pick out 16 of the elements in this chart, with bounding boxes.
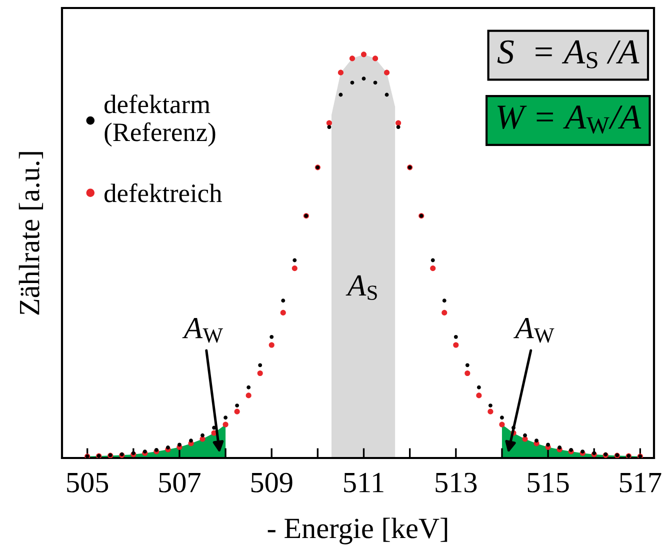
annotation: S = A$_{S}$ /A (497, 40, 640, 68)
annotation: A$_{W}$ (513, 318, 554, 343)
legend-label: defektarm (Referenz) (104, 94, 216, 147)
legend-label: defektreich (104, 183, 222, 202)
annotation: A$_{W}$ (182, 318, 223, 343)
annotation: A$_{S}$ (346, 275, 377, 300)
x-tick-label: 513 (436, 472, 477, 492)
x-tick-label: 515 (528, 472, 569, 492)
x-axis-title: - Energie [keV] (268, 518, 448, 544)
y-axis-title: Zählrate [a.u.] (18, 152, 44, 315)
x-tick-label: 509 (251, 472, 292, 492)
x-tick-label: 507 (159, 472, 201, 492)
annotation: W = A$_{W}$/A (498, 106, 642, 134)
x-tick-label: 517 (620, 472, 662, 492)
x-tick-label: 511 (344, 472, 384, 492)
x-tick-label: 505 (67, 472, 108, 492)
